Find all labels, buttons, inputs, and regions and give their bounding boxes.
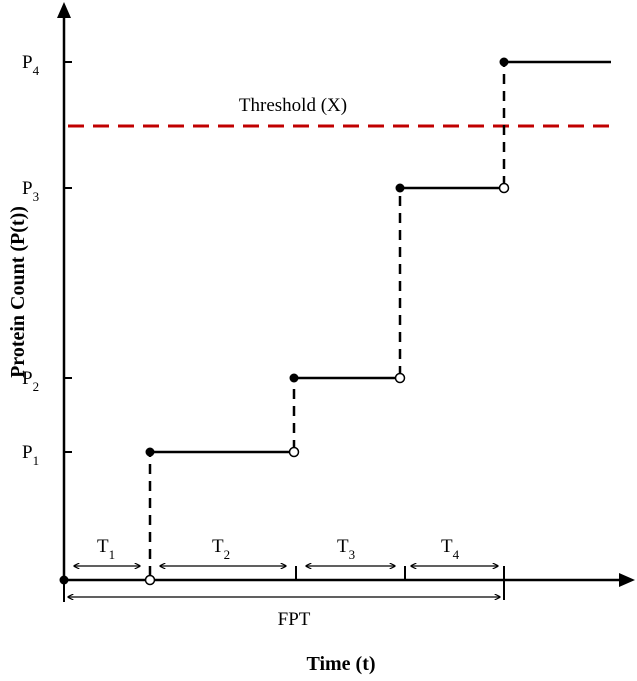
x-axis-title: Time (t) [306, 653, 375, 675]
open-point-4 [498, 182, 510, 194]
interval-label-t2: T2 [212, 536, 230, 562]
interval-label-t3: T3 [337, 536, 355, 562]
y-label-p3: P3 [22, 178, 39, 204]
closed-point-p4 [499, 57, 509, 67]
closed-point-p2 [289, 373, 299, 383]
closed-point-p3 [395, 183, 405, 193]
y-label-p4: P4 [22, 52, 40, 78]
open-point-3 [394, 372, 406, 384]
open-point-2 [288, 446, 300, 458]
interval-label-t4: T4 [441, 536, 460, 562]
open-point-1 [144, 574, 156, 586]
threshold-label: Threshold (X) [239, 95, 347, 116]
y-axis-arrowhead [57, 2, 71, 18]
closed-point-p1 [145, 447, 155, 457]
y-axis-title: Protein Count (P(t)) [7, 206, 29, 378]
y-label-p1: P1 [22, 442, 39, 468]
x-axis-arrowhead [619, 573, 635, 587]
fpt-label: FPT [278, 609, 311, 630]
y-label-p2: P2 [22, 368, 39, 394]
interval-label-t1: T1 [97, 536, 115, 562]
